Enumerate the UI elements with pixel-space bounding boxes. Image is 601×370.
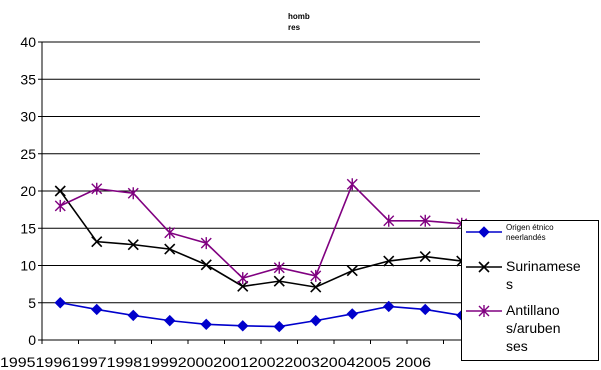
legend-swatch <box>466 226 502 238</box>
data-point-star <box>346 178 358 191</box>
data-point-diamond <box>200 318 212 331</box>
y-tick-label: 5 <box>28 295 36 311</box>
data-point-x <box>419 250 431 263</box>
data-point-diamond <box>273 320 285 333</box>
series-line <box>60 301 462 328</box>
y-tick-label: 0 <box>28 332 36 348</box>
gridlines <box>42 41 480 304</box>
data-point-star <box>478 305 490 317</box>
data-point-x <box>237 280 249 292</box>
data-point-star <box>127 187 139 200</box>
legend-label-line: s <box>506 276 513 292</box>
y-tick-label: 25 <box>20 146 36 162</box>
data-point-diamond <box>164 314 176 327</box>
y-tick-label: 35 <box>20 71 36 87</box>
legend-label-line: Surinamese <box>506 258 581 274</box>
data-point-x <box>164 243 176 255</box>
data-point-star <box>54 199 66 212</box>
x-axis-tick-labels: 1995199619971998199920002001200220032004… <box>0 354 431 370</box>
data-point-diamond <box>127 309 139 322</box>
legend-label-line: Antillano <box>506 302 560 318</box>
data-point-x <box>273 275 285 287</box>
data-point-diamond <box>383 300 395 313</box>
legend-label-line: ses <box>506 338 528 354</box>
data-point-star <box>383 214 395 227</box>
data-point-star <box>273 261 285 274</box>
data-point-star <box>310 269 322 282</box>
y-tick-label: 20 <box>20 183 36 199</box>
data-series <box>54 178 468 333</box>
data-point-x <box>200 259 212 271</box>
axes <box>41 42 481 344</box>
legend-item: Surinamese s <box>462 257 598 297</box>
legend-swatch <box>466 261 502 273</box>
data-point-star <box>419 214 431 227</box>
legend-swatch <box>466 305 502 317</box>
legend-item: Origen étnico neerlandés <box>462 223 598 249</box>
legend-label-line: Origen étnico <box>506 223 554 232</box>
legend-label-line: neerlandés <box>506 233 546 242</box>
data-point-x <box>127 239 139 251</box>
data-point-x <box>383 255 395 267</box>
series-line <box>59 190 462 288</box>
y-tick-label: 30 <box>20 109 36 125</box>
data-point-diamond <box>310 314 322 327</box>
series-line <box>59 182 462 280</box>
chart-title-line-2: res <box>288 23 301 32</box>
data-point-x <box>310 281 322 293</box>
data-point-x <box>91 236 103 248</box>
data-point-diamond <box>237 320 249 332</box>
data-point-diamond <box>54 297 66 309</box>
data-point-diamond <box>478 226 490 238</box>
data-point-star <box>200 237 212 250</box>
data-point-diamond <box>91 303 103 316</box>
y-tick-label: 40 <box>20 34 36 50</box>
y-axis-ticks: 0 5 10 15 20 25 30 35 40 <box>20 34 42 348</box>
legend: Origen étnico neerlandés Surinamese s Antill… <box>461 220 599 361</box>
series <box>54 185 468 293</box>
series <box>54 178 468 285</box>
data-point-x <box>54 185 66 197</box>
data-point-x <box>346 265 358 277</box>
data-point-star <box>237 272 249 285</box>
y-tick-label: 15 <box>20 220 36 236</box>
chart-title-line-1: homb <box>288 12 310 21</box>
chart-title: homb res <box>288 12 310 32</box>
data-point-x <box>478 261 490 273</box>
series <box>54 297 468 333</box>
data-point-diamond <box>346 308 358 320</box>
data-point-star <box>91 182 103 195</box>
data-point-star <box>164 226 176 239</box>
y-tick-label: 10 <box>20 258 36 274</box>
legend-label-line: s/aruben <box>506 320 561 336</box>
data-point-diamond <box>419 303 431 316</box>
legend-item: Antillano s/aruben ses <box>462 301 598 359</box>
